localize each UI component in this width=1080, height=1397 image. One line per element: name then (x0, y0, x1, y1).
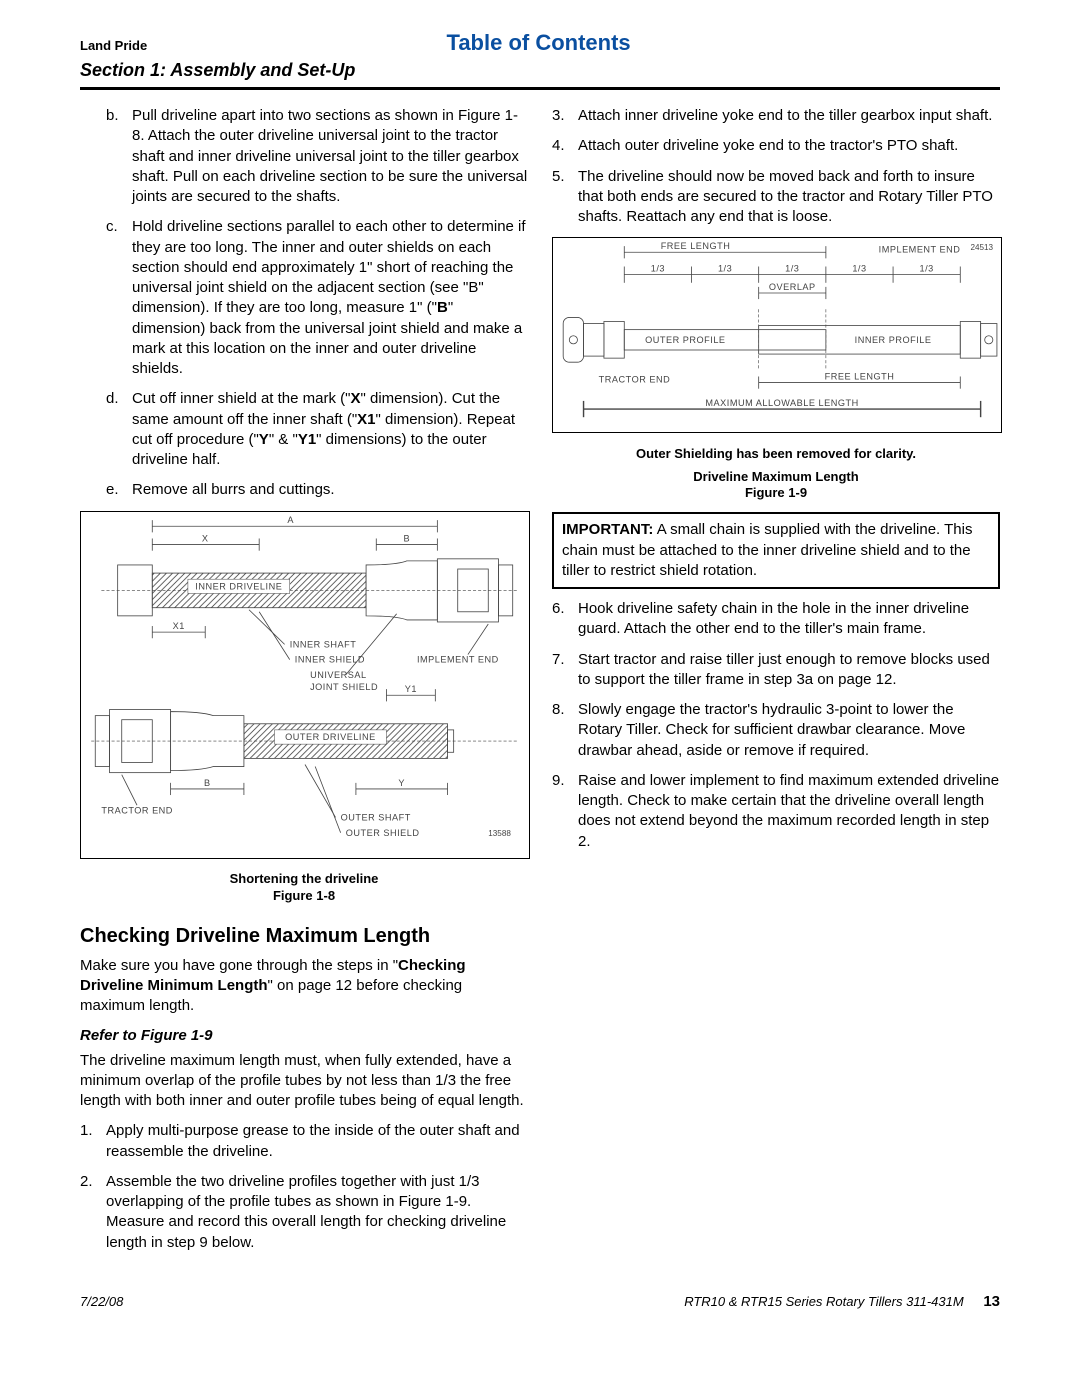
marker-8: 8. (552, 700, 578, 761)
marker-6: 6. (552, 599, 578, 640)
svg-text:24513: 24513 (970, 243, 993, 252)
important-box: IMPORTANT: A small chain is supplied wit… (552, 512, 1000, 589)
text-9: Raise and lower implement to find maximu… (578, 771, 1000, 852)
svg-text:TRACTOR END: TRACTOR END (599, 375, 671, 385)
header-top: Land Pride Table of Contents (80, 30, 1000, 56)
svg-text:OUTER SHIELD: OUTER SHIELD (346, 827, 420, 837)
marker-7: 7. (552, 650, 578, 691)
svg-text:UNIVERSAL: UNIVERSAL (310, 669, 366, 679)
figure-1-9-caption: Driveline Maximum Length Figure 1-9 (552, 469, 1000, 503)
svg-text:MAXIMUM ALLOWABLE LENGTH: MAXIMUM ALLOWABLE LENGTH (705, 398, 858, 408)
text-c: Hold driveline sections parallel to each… (132, 217, 528, 379)
svg-text:INNER DRIVELINE: INNER DRIVELINE (195, 581, 282, 591)
footer-doc: RTR10 & RTR15 Series Rotary Tillers 311-… (123, 1293, 1000, 1310)
figure-1-8-caption: Shortening the driveline Figure 1-8 (80, 871, 528, 905)
svg-text:1/3: 1/3 (852, 264, 866, 274)
marker-b: b. (106, 106, 132, 207)
svg-text:X1: X1 (173, 621, 185, 631)
refer-label: Refer to Figure 1-9 (80, 1026, 528, 1046)
left-column: b. Pull driveline apart into two section… (80, 104, 528, 1263)
item-d: d. Cut off inner shield at the mark ("X"… (106, 389, 528, 470)
heading-check-max: Checking Driveline Maximum Length (80, 923, 528, 950)
important-label: IMPORTANT: (562, 521, 653, 538)
text-d: Cut off inner shield at the mark ("X" di… (132, 389, 528, 470)
item-b: b. Pull driveline apart into two section… (106, 106, 528, 207)
svg-text:FREE LENGTH: FREE LENGTH (661, 241, 731, 251)
svg-text:1/3: 1/3 (651, 264, 665, 274)
svg-text:A: A (287, 515, 294, 525)
svg-text:1/3: 1/3 (718, 264, 732, 274)
toc-title[interactable]: Table of Contents (147, 30, 930, 56)
text-7: Start tractor and raise tiller just enou… (578, 650, 1000, 691)
marker-1: 1. (80, 1121, 106, 1162)
p1: Make sure you have gone through the step… (80, 956, 528, 1017)
step-8: 8. Slowly engage the tractor's hydraulic… (552, 700, 1000, 761)
text-b: Pull driveline apart into two sections a… (132, 106, 528, 207)
text-e: Remove all burrs and cuttings. (132, 480, 335, 500)
page-number: 13 (983, 1293, 1000, 1310)
text-2: Assemble the two driveline profiles toge… (106, 1172, 528, 1253)
figure-1-8-svg: A X B (80, 511, 530, 859)
step-1: 1. Apply multi-purpose grease to the ins… (80, 1121, 528, 1162)
svg-text:OUTER DRIVELINE: OUTER DRIVELINE (285, 732, 376, 742)
svg-text:OUTER PROFILE: OUTER PROFILE (645, 335, 725, 345)
item-e: e. Remove all burrs and cuttings. (106, 480, 528, 500)
step-9: 9. Raise and lower implement to find max… (552, 771, 1000, 852)
marker-e: e. (106, 480, 132, 500)
item-c: c. Hold driveline sections parallel to e… (106, 217, 528, 379)
svg-text:JOINT SHIELD: JOINT SHIELD (310, 682, 378, 692)
svg-text:OVERLAP: OVERLAP (769, 282, 816, 292)
svg-text:IMPLEMENT END: IMPLEMENT END (879, 245, 961, 255)
page-header: Land Pride Table of Contents Section 1: … (80, 30, 1000, 90)
figure-1-9-note: Outer Shielding has been removed for cla… (552, 445, 1000, 463)
sublist: b. Pull driveline apart into two section… (80, 106, 528, 501)
step-7: 7. Start tractor and raise tiller just e… (552, 650, 1000, 691)
svg-text:INNER SHAFT: INNER SHAFT (290, 639, 357, 649)
p2: The driveline maximum length must, when … (80, 1051, 528, 1112)
svg-text:B: B (404, 533, 411, 543)
step-2: 2. Assemble the two driveline profiles t… (80, 1172, 528, 1253)
marker-2: 2. (80, 1172, 106, 1253)
text-5: The driveline should now be moved back a… (578, 167, 1000, 228)
svg-text:TRACTOR END: TRACTOR END (101, 805, 173, 815)
svg-text:1/3: 1/3 (785, 264, 799, 274)
step-6: 6. Hook driveline safety chain in the ho… (552, 599, 1000, 640)
text-6: Hook driveline safety chain in the hole … (578, 599, 1000, 640)
marker-c: c. (106, 217, 132, 379)
figure-1-8: A X B (80, 511, 528, 905)
svg-text:B: B (204, 777, 211, 787)
text-1: Apply multi-purpose grease to the inside… (106, 1121, 528, 1162)
svg-text:INNER PROFILE: INNER PROFILE (855, 335, 932, 345)
text-3: Attach inner driveline yoke end to the t… (578, 106, 992, 126)
svg-text:X: X (202, 533, 209, 543)
svg-text:FREE LENGTH: FREE LENGTH (825, 372, 895, 382)
text-4: Attach outer driveline yoke end to the t… (578, 136, 958, 156)
marker-d: d. (106, 389, 132, 470)
svg-text:IMPLEMENT END: IMPLEMENT END (417, 654, 499, 664)
page: Land Pride Table of Contents Section 1: … (0, 0, 1080, 1340)
step-4: 4. Attach outer driveline yoke end to th… (552, 136, 1000, 156)
marker-5: 5. (552, 167, 578, 228)
step-3: 3. Attach inner driveline yoke end to th… (552, 106, 1000, 126)
marker-3: 3. (552, 106, 578, 126)
svg-text:1/3: 1/3 (920, 264, 934, 274)
right-column: 3. Attach inner driveline yoke end to th… (552, 104, 1000, 1263)
figure-1-9: 24513 FREE LENGTH IMPLEMENT END 1/3 (552, 237, 1000, 502)
page-footer: 7/22/08 RTR10 & RTR15 Series Rotary Till… (80, 1293, 1000, 1320)
brand-label: Land Pride (80, 38, 147, 53)
svg-text:Y: Y (398, 777, 405, 787)
text-8: Slowly engage the tractor's hydraulic 3-… (578, 700, 1000, 761)
footer-date: 7/22/08 (80, 1294, 123, 1309)
svg-text:OUTER SHAFT: OUTER SHAFT (341, 812, 411, 822)
svg-text:Y1: Y1 (405, 684, 417, 694)
figure-1-9-svg: 24513 FREE LENGTH IMPLEMENT END 1/3 (552, 237, 1002, 432)
svg-text:13588: 13588 (488, 828, 511, 837)
content-columns: b. Pull driveline apart into two section… (80, 104, 1000, 1263)
marker-9: 9. (552, 771, 578, 852)
marker-4: 4. (552, 136, 578, 156)
section-title: Section 1: Assembly and Set-Up (80, 60, 1000, 81)
header-rule (80, 87, 1000, 90)
step-5: 5. The driveline should now be moved bac… (552, 167, 1000, 228)
svg-text:INNER SHIELD: INNER SHIELD (295, 654, 365, 664)
